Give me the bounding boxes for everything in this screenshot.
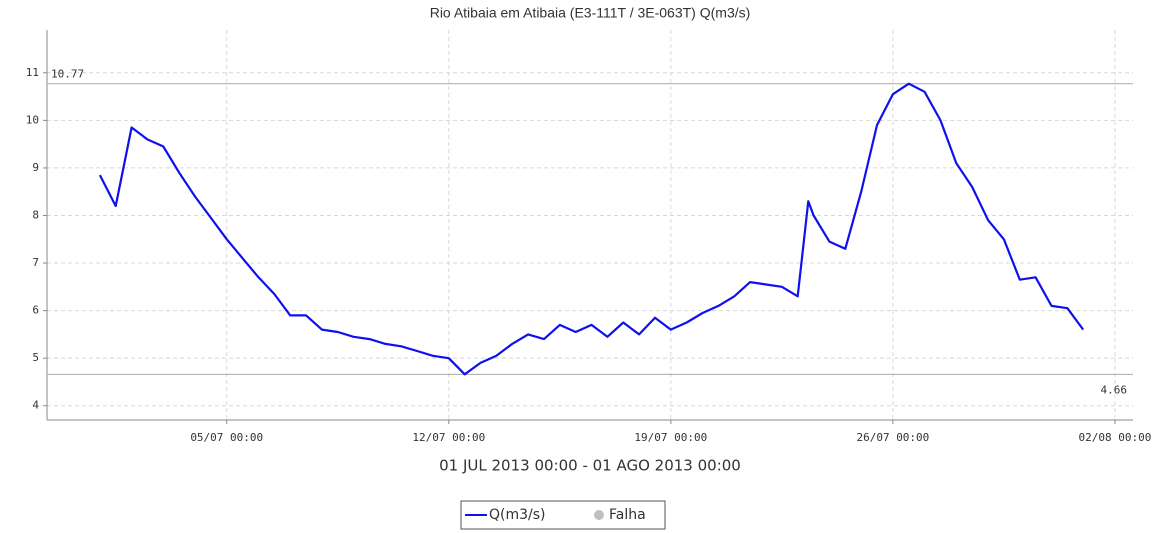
reference-label: 10.77	[51, 68, 84, 81]
y-tick-label: 5	[32, 351, 39, 364]
data-line	[98, 82, 1085, 376]
y-tick-label: 7	[32, 256, 39, 269]
x-tick-label: 05/07 00:00	[190, 431, 263, 444]
chart-title: Rio Atibaia em Atibaia (E3-111T / 3E-063…	[430, 5, 751, 21]
x-tick-label: 19/07 00:00	[634, 431, 707, 444]
y-tick-label: 9	[32, 161, 39, 174]
reference-label: 4.66	[1101, 383, 1128, 396]
legend-label: Q(m3/s)	[489, 507, 546, 523]
x-tick-label: 26/07 00:00	[856, 431, 929, 444]
x-tick-label: 12/07 00:00	[412, 431, 485, 444]
y-tick-label: 8	[32, 208, 39, 221]
x-axis-label: 01 JUL 2013 00:00 - 01 AGO 2013 00:00	[439, 457, 741, 475]
legend-box	[460, 500, 666, 530]
x-tick-label: 02/08 00:00	[1079, 431, 1152, 444]
y-tick-label: 10	[26, 113, 39, 126]
y-tick-label: 4	[32, 399, 39, 412]
y-tick-label: 6	[32, 304, 39, 317]
legend-swatch	[594, 510, 604, 520]
y-tick-label: 11	[26, 66, 39, 79]
legend-label: Falha	[609, 507, 646, 523]
